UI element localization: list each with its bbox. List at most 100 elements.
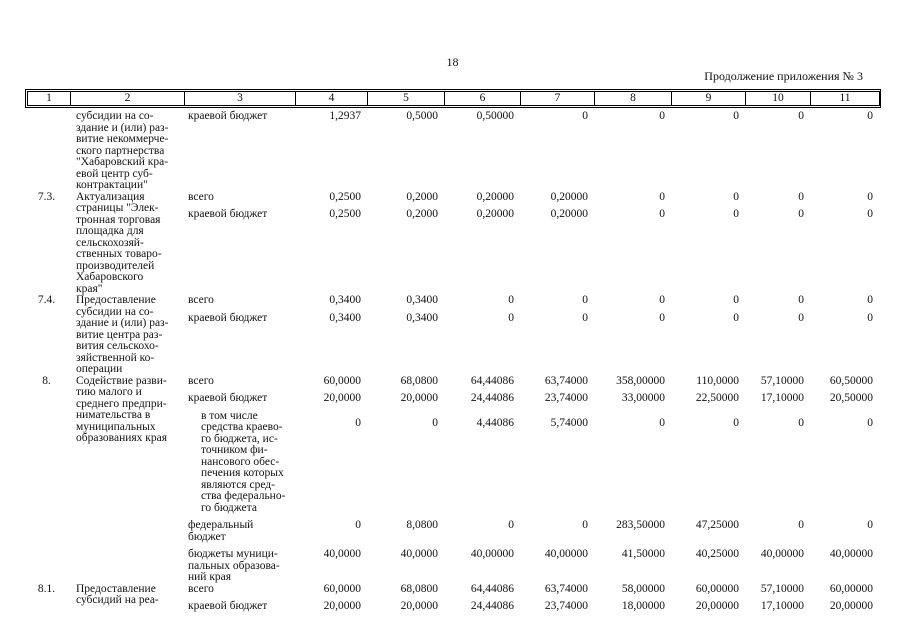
value-cell: 0 [798, 311, 804, 324]
value-cell: 1,2937 [329, 110, 361, 122]
item-subrows: всего 0,2500 0,2000 0,20000 0,20000 0 0 0 0 кра… [182, 190, 877, 221]
value-cell: 0 [659, 294, 665, 306]
value-cell: 0,2500 [329, 190, 361, 203]
value-cell: 24,44086 [470, 600, 514, 612]
budget-source-label: краевой бюджет [188, 392, 268, 404]
column-number: 2 [70, 91, 185, 106]
table-row-group: 8.1. Предоставление субсидий на реа- все… [25, 582, 877, 613]
value-cell: 40,25000 [695, 548, 739, 560]
table-header-row: 1 2 3 4 5 6 7 8 9 10 11 [25, 89, 881, 108]
value-cell: 4,44086 [476, 416, 514, 429]
value-cell: 60,00000 [695, 582, 739, 595]
value-cell: 0 [867, 294, 873, 306]
table-row: краевой бюджет 20,0000 20,0000 24,44086 23,… [182, 392, 877, 405]
item-subrows: всего 60,0000 68,0800 64,44086 63,74000 358,… [182, 374, 877, 584]
item-number: 7.4. [37, 294, 56, 306]
table-row: краевой бюджет 0,3400 0,3400 0 0 0 0 0 0 [182, 311, 877, 325]
value-cell: 0 [355, 416, 361, 429]
value-cell: 110,0000 [696, 374, 739, 387]
value-cell: 0 [798, 294, 804, 306]
table-row-group: 7.3. Актуализация страницы "Элек- тронна… [25, 190, 877, 296]
value-cell: 20,0000 [323, 600, 361, 612]
value-cell: 0 [659, 311, 665, 324]
value-cell: 0 [508, 311, 514, 324]
value-cell: 0 [582, 519, 588, 531]
appendix-continuation-note: Продолжение приложения № 3 [704, 69, 863, 83]
item-name: Актуализация страницы "Элек- тронная тор… [76, 190, 162, 295]
value-cell: 0 [867, 519, 873, 531]
value-cell: 0 [798, 208, 804, 220]
item-name: Предоставление субсидии на со- здание и … [76, 294, 169, 375]
value-cell: 18,00000 [621, 600, 665, 612]
value-cell: 23,74000 [544, 392, 588, 404]
value-cell: 63,74000 [544, 582, 588, 595]
budget-table: 1 2 3 4 5 6 7 8 9 10 11 субсидии на со- здание и (… [25, 89, 881, 613]
item-name: Содействие разви- тию малого и среднего … [76, 374, 168, 444]
value-cell: 0 [733, 416, 739, 429]
table-row-group: 8. Содействие разви- тию малого и средне… [25, 374, 877, 584]
value-cell: 0 [582, 311, 588, 324]
column-number: 4 [295, 91, 368, 106]
budget-source-label: в том числе средства краево- го бюджета,… [201, 409, 286, 514]
value-cell: 0,20000 [476, 190, 514, 203]
item-subrows: краевой бюджет 1,2937 0,5000 0,50000 0 0 0 0 0 [182, 110, 877, 123]
budget-source-label: краевой бюджет [188, 600, 268, 612]
budget-source-label: федеральный бюджет [188, 519, 254, 543]
table-row: в том числе средства краево- го бюджета,… [182, 409, 877, 515]
column-number: 1 [27, 91, 71, 106]
budget-source-label: краевой бюджет [188, 311, 268, 324]
value-cell: 0 [355, 519, 361, 531]
value-cell: 0 [508, 294, 514, 306]
value-cell: 0 [659, 416, 665, 429]
column-number: 5 [367, 91, 445, 106]
value-cell: 40,00000 [470, 548, 514, 560]
value-cell: 33,00000 [621, 392, 665, 404]
value-cell: 0,5000 [406, 110, 438, 122]
item-subrows: всего 0,3400 0,3400 0 0 0 0 0 0 краевой бюджет … [182, 294, 877, 325]
value-cell: 64,44086 [470, 582, 514, 595]
column-number: 8 [594, 91, 672, 106]
value-cell: 358,00000 [616, 374, 665, 387]
column-number: 10 [745, 91, 811, 106]
item-number: 8. [42, 374, 51, 387]
value-cell: 0 [582, 110, 588, 122]
column-number: 3 [184, 91, 296, 106]
value-cell: 0 [798, 190, 804, 203]
value-cell: 63,74000 [544, 374, 588, 387]
value-cell: 20,50000 [829, 392, 873, 404]
value-cell: 0 [733, 311, 739, 324]
value-cell: 0,20000 [476, 208, 514, 220]
budget-source-label: краевой бюджет [188, 110, 268, 122]
value-cell: 23,74000 [544, 600, 588, 612]
value-cell: 40,0000 [323, 548, 361, 560]
value-cell: 60,0000 [323, 374, 361, 387]
value-cell: 0 [582, 294, 588, 306]
value-cell: 20,0000 [400, 392, 438, 404]
table-row-group: 7.4. Предоставление субсидии на со- здан… [25, 294, 877, 376]
value-cell: 68,0800 [400, 582, 438, 595]
value-cell: 0 [659, 208, 665, 220]
table-body: субсидии на со- здание и (или) раз- вити… [25, 108, 877, 613]
value-cell: 0 [867, 311, 873, 324]
table-row: федеральный бюджет 0 8,0800 0 0 283,50000 47,… [182, 519, 877, 543]
table-row: краевой бюджет 1,2937 0,5000 0,50000 0 0 0 0 0 [182, 110, 877, 123]
value-cell: 40,0000 [400, 548, 438, 560]
table-row: всего 60,0000 68,0800 64,44086 63,74000 358,… [182, 374, 877, 388]
value-cell: 0,3400 [329, 294, 361, 306]
budget-source-label: всего [188, 582, 214, 595]
value-cell: 0,2000 [406, 208, 438, 220]
value-cell: 60,50000 [829, 374, 873, 387]
value-cell: 0 [798, 416, 804, 429]
table-row: бюджеты муници- пальных образова- ний кр… [182, 548, 877, 584]
value-cell: 0 [798, 110, 804, 122]
value-cell: 283,50000 [616, 519, 665, 531]
table-row: всего 0,3400 0,3400 0 0 0 0 0 0 [182, 294, 877, 307]
value-cell: 0 [659, 110, 665, 122]
value-cell: 0 [508, 519, 514, 531]
budget-source-label: краевой бюджет [188, 208, 268, 220]
value-cell: 40,00000 [760, 548, 804, 560]
value-cell: 22,50000 [695, 392, 739, 404]
column-number: 7 [520, 91, 595, 106]
value-cell: 0 [432, 416, 438, 429]
value-cell: 57,10000 [760, 374, 804, 387]
